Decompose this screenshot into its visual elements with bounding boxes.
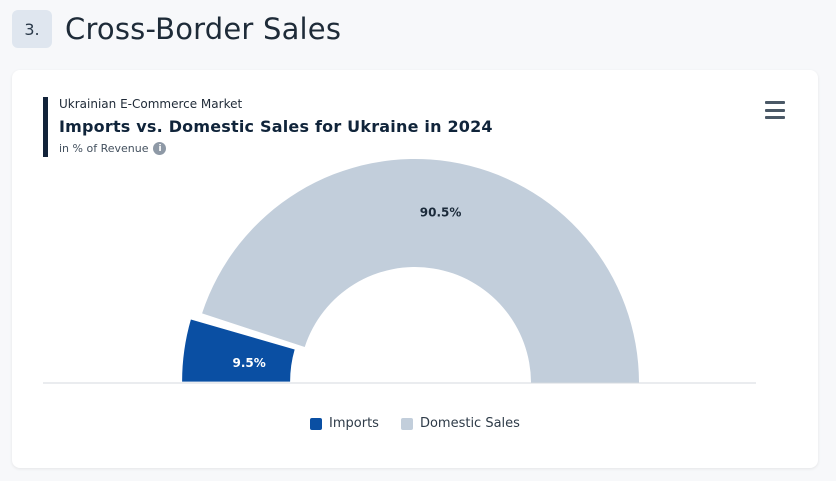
data-label-domestic-sales: 90.5% <box>420 205 462 219</box>
chart-subtitle: in % of Revenue i <box>59 142 167 155</box>
hamburger-icon-line <box>765 101 785 104</box>
legend-swatch <box>400 417 413 430</box>
hamburger-icon-line <box>765 108 785 112</box>
legend-label: Domestic Sales <box>419 416 520 431</box>
info-icon[interactable]: i <box>153 142 167 155</box>
chart-menu-button[interactable] <box>765 101 785 119</box>
chart-subtitle-text: in % of Revenue <box>59 142 149 155</box>
legend-label: Imports <box>329 416 379 431</box>
slice-imports[interactable] <box>182 319 295 382</box>
section-header: 3. Cross-Border Sales <box>12 10 341 48</box>
legend-item-domestic-sales[interactable]: Domestic Sales <box>400 416 520 431</box>
half-donut-chart: 9.5% 90.5% <box>43 158 756 384</box>
chart-legend: Imports Domestic Sales <box>12 416 818 431</box>
chart-data-labels: 9.5% 90.5% <box>233 205 462 370</box>
chart-slices <box>182 158 640 383</box>
section-title: Cross-Border Sales <box>65 12 342 46</box>
chart-title: Imports vs. Domestic Sales for Ukraine i… <box>59 117 493 136</box>
legend-swatch <box>310 417 323 430</box>
section-number: 3. <box>12 10 52 48</box>
data-label-imports: 9.5% <box>233 356 266 370</box>
legend-item-imports[interactable]: Imports <box>310 416 379 431</box>
title-accent-bar <box>43 97 48 157</box>
chart-eyebrow: Ukrainian E-Commerce Market <box>59 97 243 111</box>
chart-card: Ukrainian E-Commerce Market Imports vs. … <box>12 70 818 468</box>
slice-domestic-sales[interactable] <box>202 158 640 383</box>
hamburger-icon-line <box>765 116 785 119</box>
